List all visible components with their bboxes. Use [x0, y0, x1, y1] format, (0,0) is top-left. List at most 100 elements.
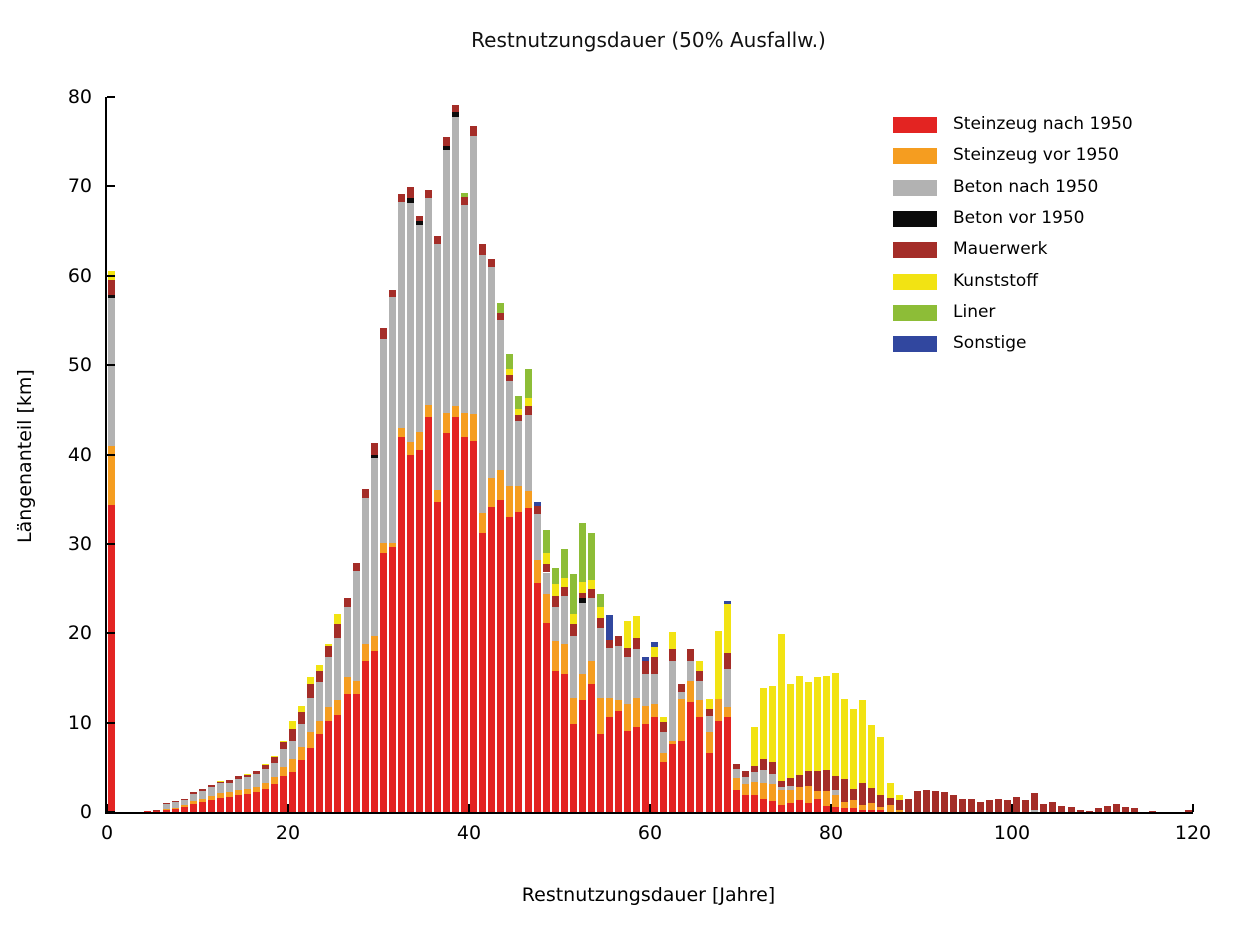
- bar-year-97: [986, 97, 994, 812]
- bar-year-80: [832, 97, 840, 812]
- bar-year-83: [859, 97, 867, 812]
- bar-segment: [361, 660, 369, 812]
- bar-segment: [687, 649, 695, 661]
- bar-segment: [162, 803, 170, 810]
- bar-year-90: [922, 97, 930, 812]
- bar-segment: [615, 645, 622, 701]
- bar-year-11: [207, 97, 215, 812]
- bar-segment: [524, 398, 532, 407]
- bar-segment: [814, 770, 822, 791]
- bar-segment: [651, 717, 659, 812]
- bar-year-76: [796, 97, 803, 812]
- bar-segment: [805, 803, 813, 812]
- bar-segment: [234, 790, 242, 796]
- bar-year-7: [171, 97, 179, 812]
- x-tick: [830, 804, 832, 812]
- legend-swatch-icon: [893, 210, 937, 227]
- bar-segment: [289, 771, 297, 812]
- bar-segment: [723, 669, 731, 708]
- bar-segment: [841, 808, 849, 812]
- y-tick-label: 30: [67, 532, 92, 555]
- bar-segment: [750, 727, 758, 767]
- bar-segment: [253, 792, 260, 812]
- bar-segment: [633, 616, 641, 638]
- bar-segment: [777, 789, 785, 805]
- y-tick: [107, 185, 115, 188]
- bar-segment: [823, 676, 831, 770]
- bar-year-4: [144, 97, 152, 812]
- bar-segment: [343, 694, 351, 812]
- bar-segment: [669, 744, 677, 812]
- bar-segment: [352, 570, 360, 681]
- bar-segment: [642, 660, 650, 675]
- bar-segment: [696, 670, 704, 681]
- bar-segment: [506, 368, 514, 375]
- bar-year-110: [1103, 97, 1111, 812]
- bar-segment: [316, 720, 324, 735]
- bar-segment: [642, 723, 650, 812]
- bar-segment: [280, 749, 288, 768]
- bar-segment: [886, 797, 894, 805]
- y-tick: [107, 721, 115, 724]
- bar-segment: [497, 469, 505, 501]
- bar-segment: [108, 294, 116, 299]
- bar-segment: [678, 692, 686, 700]
- bar-segment: [189, 800, 197, 804]
- bar-segment: [497, 313, 505, 321]
- bar-year-33: [406, 97, 414, 812]
- bar-segment: [171, 802, 179, 808]
- bar-segment: [841, 778, 849, 803]
- bar-segment: [705, 709, 713, 717]
- bar-segment: [307, 677, 315, 685]
- bar-segment: [868, 725, 876, 788]
- y-tick-label: 50: [67, 354, 92, 377]
- bar-year-26: [343, 97, 351, 812]
- bar-segment: [750, 771, 758, 782]
- bar-segment: [253, 774, 260, 787]
- bar-segment: [225, 782, 233, 793]
- bar-segment: [298, 711, 306, 724]
- bar-segment: [841, 802, 849, 809]
- bar-year-58: [633, 97, 641, 812]
- bar-segment: [325, 707, 333, 721]
- bar-segment: [524, 406, 532, 416]
- bar-year-41: [479, 97, 487, 812]
- bar-segment: [551, 641, 559, 671]
- bar-year-27: [352, 97, 360, 812]
- y-tick: [107, 542, 115, 545]
- bar-year-54: [596, 97, 604, 812]
- y-tick: [107, 453, 115, 456]
- bar-segment: [298, 705, 306, 712]
- bar-segment: [325, 720, 333, 812]
- legend-swatch-icon: [893, 304, 937, 321]
- bar-segment: [307, 697, 315, 733]
- bar-segment: [759, 798, 767, 812]
- legend-swatch-icon: [893, 117, 937, 133]
- bar-segment: [859, 783, 867, 805]
- bar-segment: [497, 320, 505, 470]
- bar-year-64: [687, 97, 695, 812]
- bar-segment: [786, 684, 794, 779]
- bar-segment: [171, 807, 179, 810]
- bar-segment: [714, 699, 722, 721]
- bar-segment: [578, 582, 586, 594]
- bar-segment: [642, 657, 650, 661]
- bar-segment: [497, 500, 505, 812]
- bar-year-95: [967, 97, 975, 812]
- bar-segment: [515, 485, 523, 512]
- legend-label: Sonstige: [953, 333, 1027, 354]
- bar-segment: [479, 244, 487, 256]
- bar-segment: [868, 803, 876, 811]
- bar-segment: [814, 790, 822, 799]
- bar-segment: [723, 652, 731, 669]
- bar-segment: [768, 685, 776, 762]
- bar-segment: [153, 810, 161, 812]
- y-tick: [107, 364, 115, 367]
- bar-segment: [225, 796, 233, 812]
- bar-year-63: [678, 97, 686, 812]
- bar-segment: [271, 755, 279, 757]
- bar-year-104: [1049, 97, 1057, 812]
- bar-segment: [777, 786, 785, 790]
- bar-segment: [506, 485, 514, 518]
- bar-year-88: [904, 97, 912, 812]
